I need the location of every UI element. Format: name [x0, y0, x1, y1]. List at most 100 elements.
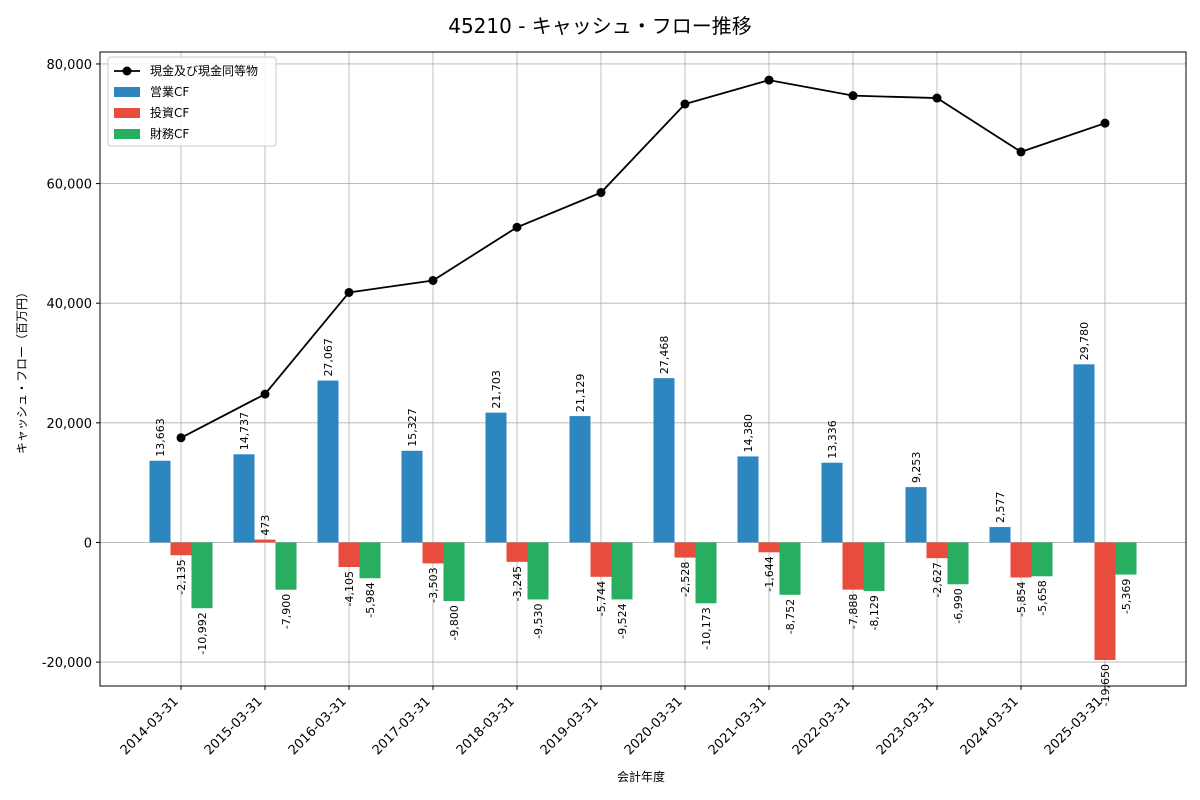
investing-cf-bar: [842, 542, 864, 590]
y-axis-ticks: -20,000 0 20,000 40,000 60,000 80,000: [42, 58, 100, 671]
cash-equivalents-line: [176, 75, 1110, 443]
x-axis-ticks: 2014-03-31 2015-03-31 2016-03-31 2017-03-31…: [118, 686, 1106, 758]
financing-cf-legend-swatch: [114, 129, 140, 139]
operating-cf-data-label: 21,129: [574, 374, 587, 413]
x-tick-label: 2014-03-31: [118, 694, 182, 758]
operating-cf-bar: [905, 487, 927, 543]
financing-cf-bar: [527, 542, 549, 600]
investing-cf-data-label: -2,135: [175, 559, 188, 594]
cash-equivalents-point: [260, 389, 270, 399]
operating-cf-bar: [989, 527, 1011, 543]
cash-equivalents-point: [1100, 118, 1110, 128]
financing-cf-bar: [275, 542, 297, 590]
operating-cf-data-label: 27,468: [658, 336, 671, 375]
cash-equivalents-point: [512, 222, 522, 232]
operating-cf-data-label: 14,737: [238, 412, 251, 451]
cash-equivalents-point: [932, 93, 942, 103]
investing-cf-legend-swatch: [114, 108, 140, 118]
x-tick-label: 2017-03-31: [370, 694, 434, 758]
operating-cf-bar: [401, 450, 423, 543]
financing-cf-bar: [947, 542, 969, 585]
operating-cf-bar: [485, 412, 507, 543]
investing-cf-data-label: -5,744: [595, 581, 608, 616]
cash-equivalents-polyline: [180, 79, 1106, 439]
cash-equivalents-point: [428, 275, 438, 285]
financing-cf-data-label: -9,524: [616, 603, 629, 638]
operating-cf-data-label: 2,577: [994, 492, 1007, 524]
investing-cf-data-label: -3,245: [511, 566, 524, 601]
investing-cf-bar: [1094, 542, 1116, 660]
y-tick-label: 60,000: [47, 178, 93, 193]
investing-cf-bar: [674, 542, 696, 558]
operating-cf-data-label: 9,253: [910, 452, 923, 484]
x-tick-label: 2018-03-31: [454, 694, 518, 758]
operating-cf-bar: [317, 380, 339, 543]
investing-cf-data-label: -4,105: [343, 571, 356, 606]
operating-cf-data-label: 29,780: [1078, 322, 1091, 361]
financing-cf-bar: [443, 542, 465, 602]
cash-equivalents-point: [596, 188, 606, 198]
operating-cf-bar: [1073, 364, 1095, 543]
investing-cf-data-label: 473: [259, 515, 272, 536]
operating-cf-legend-swatch: [114, 87, 140, 97]
operating-cf-data-label: 27,067: [322, 338, 335, 377]
investing-cf-bar: [590, 542, 612, 577]
financing-cf-bar: [779, 542, 801, 595]
x-tick-label: 2021-03-31: [706, 694, 770, 758]
x-tick-label: 2022-03-31: [790, 694, 854, 758]
data-labels: 13,663 14,737 27,067 15,327 21,703 21,129 27,4…: [154, 322, 1133, 707]
cash-equivalents-point: [1016, 147, 1026, 157]
financing-cf-bar: [359, 542, 381, 579]
legend-line-marker: [122, 66, 132, 76]
operating-cf-bar: [653, 378, 675, 543]
investing-cf-data-label: -2,627: [931, 562, 944, 597]
y-tick-label: 0: [84, 536, 92, 551]
operating-cf-bar: [233, 454, 255, 543]
operating-cf-data-label: 15,327: [406, 408, 419, 447]
financing-cf-bar: [611, 542, 633, 600]
investing-cf-data-label: -7,888: [847, 594, 860, 629]
plot-frame: [99, 51, 1187, 687]
financing-cf-data-label: -5,369: [1120, 579, 1133, 614]
legend-label: 営業CF: [150, 85, 189, 99]
legend-label: 投資CF: [150, 105, 189, 120]
investing-cf-data-label: -19,650: [1099, 664, 1112, 706]
financing-cf-data-label: -10,173: [700, 607, 713, 649]
financing-cf-data-label: -7,900: [280, 594, 293, 629]
financing-cf-data-label: -5,984: [364, 582, 377, 617]
financing-cf-bar: [1031, 542, 1053, 577]
legend-label: 財務CF: [150, 126, 189, 141]
operating-cf-data-label: 13,336: [826, 420, 839, 459]
chart-title: 45210 - キャッシュ・フロー推移: [448, 14, 752, 38]
financing-cf-data-label: -6,990: [952, 588, 965, 623]
x-tick-label: 2020-03-31: [622, 694, 686, 758]
financing-cf-bar: [863, 542, 885, 592]
y-tick-label: -20,000: [42, 656, 92, 671]
cash-equivalents-point: [848, 91, 858, 101]
legend-box: [107, 56, 277, 147]
investing-cf-data-label: -1,644: [763, 556, 776, 591]
investing-cf-bar: [758, 542, 780, 553]
y-tick-label: 20,000: [47, 417, 93, 432]
investing-cf-bar: [422, 542, 444, 564]
investing-cf-bar: [254, 539, 276, 543]
investing-cf-data-label: -5,854: [1015, 581, 1028, 616]
financing-cf-data-label: -10,992: [196, 612, 209, 654]
financing-cf-bar: [695, 542, 717, 604]
financing-cf-data-label: -5,658: [1036, 580, 1049, 615]
legend-label: 現金及び現金同等物: [150, 63, 258, 78]
bars: [149, 364, 1137, 660]
x-tick-label: 2015-03-31: [202, 694, 266, 758]
cash-equivalents-point: [764, 75, 774, 85]
operating-cf-bar: [821, 462, 843, 543]
financing-cf-data-label: -9,530: [532, 603, 545, 638]
x-tick-label: 2025-03-31: [1042, 694, 1106, 758]
operating-cf-data-label: 14,380: [742, 414, 755, 453]
operating-cf-bar: [737, 456, 759, 543]
financing-cf-bar: [1115, 542, 1137, 575]
x-tick-label: 2024-03-31: [958, 694, 1022, 758]
y-axis-label: キャッシュ・フロー（百万円）: [15, 286, 29, 454]
investing-cf-bar: [338, 542, 360, 568]
